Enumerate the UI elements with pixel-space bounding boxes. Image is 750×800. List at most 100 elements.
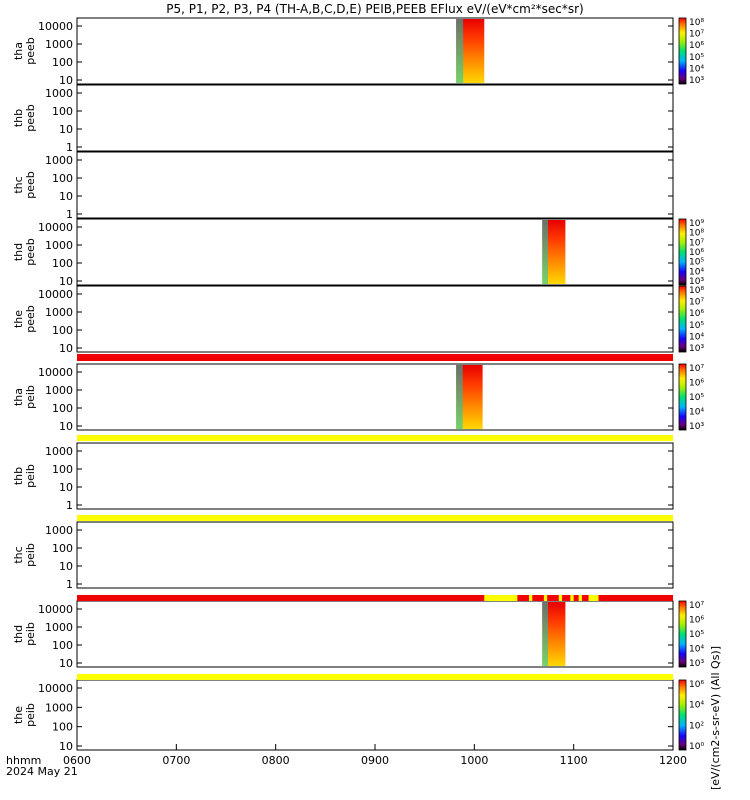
y-tick-label: 100: [52, 105, 73, 118]
colorbar-tick-label: 10⁷: [689, 601, 704, 611]
status-bar: [77, 674, 673, 680]
y-tick-label: 1000: [45, 306, 73, 319]
colorbar-tick-label: 10⁷: [689, 30, 704, 40]
status-bars: [77, 354, 673, 680]
y-tick-label: 10000: [38, 288, 73, 301]
colorbar-thaPeib: 10³ 10⁴ 10⁵ 10⁶ 10⁷: [678, 363, 704, 432]
colorbar-gradient: [678, 363, 687, 431]
colorbar-tick-label: 10⁸: [689, 229, 704, 239]
status-bar: [77, 595, 673, 601]
colorbar-tick-label: 10⁶: [689, 309, 704, 319]
panel-thePeeb: 10000 1000 100 10 the peeb: [12, 285, 674, 355]
panel-thbPeib: 1000 100 10 1 thb peib: [12, 442, 674, 512]
colorbar-tick-label: 10⁵: [689, 53, 704, 63]
status-bar-segment: [570, 595, 574, 601]
panel-label-probe: thb: [12, 467, 25, 485]
panel-label-probe: the: [12, 706, 25, 724]
panel-label-product: peib: [24, 622, 37, 646]
panel-label-probe: thd: [12, 243, 25, 261]
panel-label-product: peib: [24, 385, 37, 409]
colorbar-tick-label: 10⁷: [689, 298, 704, 308]
status-bar: [77, 435, 673, 441]
y-tick-label: 100: [52, 257, 73, 270]
colorbars: 10³10⁴10⁵10⁶10⁷10⁸10³10⁴10⁵10⁶10⁷10⁸10⁹1…: [678, 17, 704, 752]
colorbar-tick-label: 10⁵: [689, 393, 704, 403]
panel-label-product: peib: [24, 543, 37, 567]
panel-label-probe: tha: [12, 42, 25, 60]
panel-frame: [76, 17, 674, 85]
panel-label-product: peeb: [24, 305, 37, 333]
y-tick-label: 1000: [45, 38, 73, 51]
y-tick-label: 1000: [45, 154, 73, 167]
chart-title: P5, P1, P2, P3, P4 (TH-A,B,C,D,E) PEIB,P…: [166, 2, 583, 16]
y-tick-label: 100: [52, 172, 73, 185]
colorbar-tick-label: 10²: [689, 721, 704, 731]
colorbar-tick-label: 10³: [689, 344, 704, 354]
colorbar-gradient: [678, 218, 687, 286]
colorbar-tick-label: 10³: [689, 277, 704, 287]
y-tick-label: 10000: [38, 221, 73, 234]
panel-thcPeeb: 1000 100 10 1 thc peeb: [12, 151, 674, 221]
panel-frame: [76, 679, 674, 751]
x-axis-label: hhmm: [6, 754, 41, 767]
y-tick-label: 10000: [38, 20, 73, 33]
y-tick-label: 100: [52, 639, 73, 652]
panel-thbPeeb: 1000 100 10 1 thb peeb: [12, 84, 674, 154]
panel-thcPeib: 1000 100 10 1 thc peib: [12, 521, 674, 591]
colorbar-thdPeib: 10³ 10⁴ 10⁵ 10⁶ 10⁷: [678, 600, 704, 669]
y-tick-label: 1000: [45, 239, 73, 252]
colorbar-tick-label: 10⁶: [689, 248, 704, 258]
x-tick-label: 0800: [262, 754, 290, 767]
panel-frame: [76, 218, 674, 286]
y-tick-label: 100: [52, 402, 73, 415]
panel-label-product: peeb: [24, 171, 37, 199]
colorbar-tick-label: 10³: [689, 422, 704, 432]
y-tick-label: 1: [66, 499, 73, 512]
y-tick-label: 1000: [45, 524, 73, 537]
x-tick-label: 1100: [560, 754, 588, 767]
status-bar-segment: [528, 595, 533, 601]
y-tick-label: 1000: [45, 445, 73, 458]
colorbar-tick-label: 10⁸: [689, 286, 704, 296]
colorbar-label: [eV/(cm2-s-sr-eV) (All Qs)]: [709, 646, 722, 790]
x-axis-date: 2024 May 21: [6, 765, 78, 778]
y-tick-label: 1000: [45, 621, 73, 634]
y-tick-label: 1: [66, 208, 73, 221]
status-bar-segment: [558, 595, 563, 601]
colorbar-tick-label: 10⁴: [689, 408, 704, 418]
y-tick-label: 100: [52, 463, 73, 476]
panel-label-probe: thc: [12, 176, 25, 193]
y-tick-label: 10: [59, 190, 73, 203]
colorbar-tick-label: 10⁵: [689, 258, 704, 268]
panel-label-product: peeb: [24, 104, 37, 132]
colorbar-tick-label: 10⁸: [689, 18, 704, 28]
panel-frame: [76, 521, 674, 589]
y-tick-label: 10: [59, 560, 73, 573]
colorbar-tick-label: 10⁵: [689, 630, 704, 640]
y-tick-label: 1000: [45, 87, 73, 100]
colorbar-tick-label: 10⁴: [689, 645, 704, 655]
y-tick-label: 10: [59, 123, 73, 136]
status-bar-segment: [543, 595, 548, 601]
y-tick-label: 100: [52, 542, 73, 555]
colorbar-tick-label: 10³: [689, 76, 704, 86]
y-tick-label: 1: [66, 141, 73, 154]
panel-thaPeib: 10000 1000 100 10 tha peib: [12, 363, 674, 433]
status-bar-segment: [484, 595, 518, 601]
panel-thaPeeb: 10000 1000 100 10 tha peeb: [12, 17, 674, 87]
x-tick-label: 1200: [659, 754, 687, 767]
y-tick-label: 10: [59, 275, 73, 288]
panel-label-probe: the: [12, 310, 25, 328]
panel-thdPeeb: 10000 1000 100 10 thd peeb: [12, 218, 674, 288]
y-tick-label: 1000: [45, 384, 73, 397]
colorbar-tick-label: 10⁴: [689, 701, 704, 711]
x-tick-label: 0600: [63, 754, 91, 767]
status-bar: [77, 354, 673, 361]
panel-label-product: peib: [24, 703, 37, 727]
panel-frame: [76, 363, 674, 431]
panel-frame: [76, 84, 674, 152]
panel-label-probe: thc: [12, 546, 25, 563]
panel-label-product: peeb: [24, 238, 37, 266]
panel-label-probe: tha: [12, 388, 25, 406]
